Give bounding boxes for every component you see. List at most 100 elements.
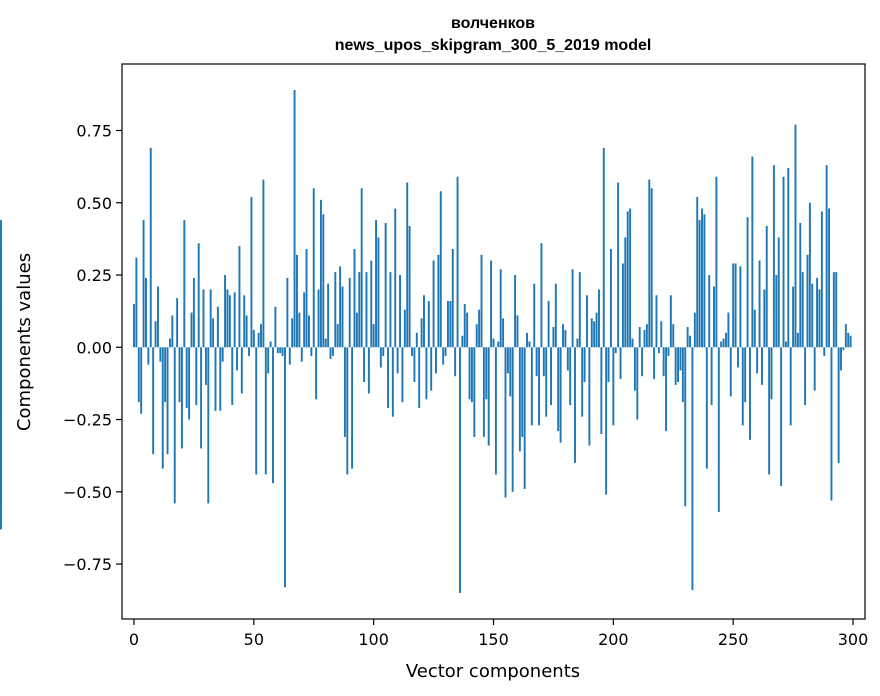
bar: [363, 347, 366, 382]
bar: [595, 312, 598, 348]
bar: [365, 272, 368, 348]
bar: [303, 292, 306, 348]
bar: [744, 347, 747, 403]
bar: [725, 332, 727, 348]
bar: [713, 286, 715, 348]
bar: [559, 347, 562, 443]
bar: [772, 165, 775, 348]
bar: [751, 156, 754, 348]
bar: [636, 347, 639, 420]
bar: [660, 321, 663, 348]
bar: [533, 283, 536, 348]
bar: [176, 298, 179, 348]
bar: [329, 347, 332, 359]
bar: [470, 347, 473, 403]
bar: [375, 220, 378, 348]
bar: [574, 347, 576, 463]
bar: [475, 324, 478, 348]
bar: [382, 347, 385, 356]
bar: [535, 347, 538, 377]
bar: [643, 329, 646, 348]
bar: [394, 208, 397, 348]
x-tick-label: 300: [838, 630, 869, 649]
bar: [408, 225, 411, 348]
bar: [645, 324, 648, 348]
bar: [482, 347, 485, 437]
bar: [840, 347, 842, 371]
bar: [279, 347, 282, 354]
bar: [657, 347, 660, 354]
bar: [679, 347, 682, 371]
bar: [708, 275, 711, 348]
bar: [219, 347, 222, 411]
bar: [430, 347, 433, 391]
bar: [792, 286, 795, 348]
bar: [598, 289, 600, 348]
bar: [737, 347, 739, 368]
bar: [768, 347, 771, 475]
bar: [413, 347, 416, 382]
bar: [765, 225, 768, 348]
bar: [612, 347, 615, 426]
bar: [358, 272, 361, 348]
bar: [274, 306, 277, 348]
bar: [830, 347, 833, 501]
bar: [226, 289, 229, 348]
bar: [557, 347, 560, 432]
bar: [0, 220, 2, 348]
bar: [823, 347, 826, 356]
bar: [609, 249, 612, 348]
bar: [406, 182, 409, 348]
bar: [250, 196, 253, 348]
bar: [760, 347, 763, 385]
bar: [624, 237, 627, 348]
bar: [686, 327, 689, 348]
x-tick-label: 250: [718, 630, 749, 649]
bar: [391, 347, 394, 417]
y-tick-label: −0.50: [63, 483, 112, 502]
bar: [828, 208, 831, 348]
bar: [427, 301, 430, 348]
bar: [281, 347, 284, 356]
bar: [847, 332, 850, 348]
bar: [794, 124, 797, 348]
bar: [825, 165, 828, 348]
x-tick-label: 100: [358, 630, 389, 649]
bar: [641, 347, 644, 377]
bar: [782, 176, 785, 348]
bar: [245, 315, 248, 348]
bar: [569, 347, 572, 406]
bar: [149, 147, 152, 348]
bar: [216, 306, 219, 348]
bar: [454, 347, 457, 377]
bar: [780, 347, 783, 487]
bar: [518, 347, 521, 452]
bar: [564, 329, 567, 348]
bar: [135, 257, 138, 348]
bar: [231, 347, 234, 406]
bar: [331, 347, 334, 356]
bar: [516, 315, 519, 348]
bar: [269, 341, 272, 348]
bar: [147, 347, 150, 365]
bar: [293, 90, 296, 348]
x-tick-label: 200: [598, 630, 629, 649]
bar: [521, 347, 524, 437]
bar: [720, 341, 723, 348]
bar: [164, 347, 167, 403]
bar: [322, 214, 325, 348]
bar: [799, 222, 802, 348]
bar: [490, 260, 493, 348]
bar: [806, 254, 809, 348]
bar: [437, 254, 440, 348]
bar: [372, 324, 375, 348]
bar: [133, 303, 135, 348]
bar: [619, 347, 622, 380]
bar: [152, 347, 155, 455]
y-tick-label: 0.50: [76, 194, 112, 213]
bar: [180, 347, 183, 449]
y-tick-label: 0.75: [76, 121, 112, 140]
bar: [341, 286, 344, 348]
bar: [677, 347, 680, 382]
